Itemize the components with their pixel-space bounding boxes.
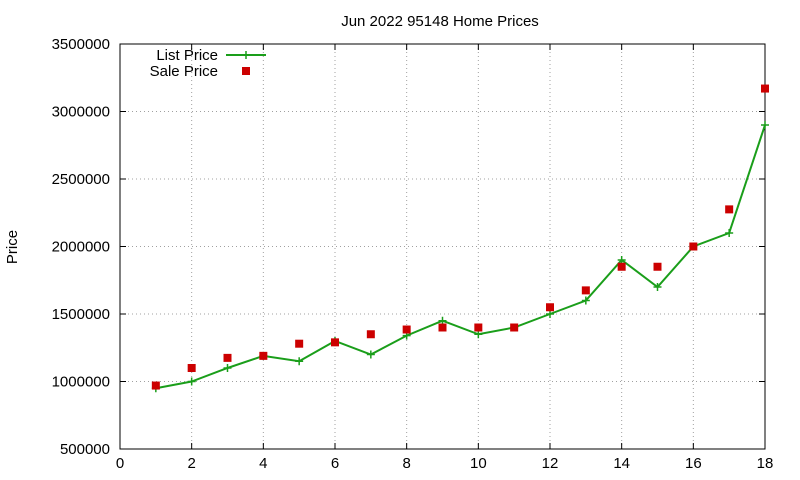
- data-point-list-price: [546, 310, 554, 318]
- data-point-list-price: [617, 256, 626, 264]
- y-axis-label: Price: [4, 230, 21, 264]
- series-list-price: [151, 121, 769, 393]
- y-tick-label: 2000000: [52, 239, 110, 256]
- series-line-list-price: [155, 124, 766, 390]
- grid: [120, 44, 765, 449]
- series-sale-price: [151, 84, 769, 390]
- x-tick-label: 18: [757, 455, 774, 472]
- legend-label: Sale Price: [150, 63, 218, 80]
- data-point-list-price: [366, 350, 375, 359]
- ticks: 0 2 4 6 8 10 12 14 16 18 500000 1000000 1500000 20000…: [52, 36, 774, 472]
- y-tick-label: 3500000: [52, 36, 110, 53]
- data-point-list-price: [761, 121, 769, 129]
- legend-marker: [242, 51, 250, 59]
- data-point-list-price: [187, 377, 196, 386]
- data-point-sale-price: [510, 323, 519, 332]
- data-point-sale-price: [546, 303, 554, 312]
- x-tick-label: 14: [613, 455, 630, 472]
- data-point-sale-price: [366, 330, 375, 339]
- data-point-sale-price: [295, 339, 304, 348]
- y-tick-label: 1000000: [52, 374, 110, 391]
- data-point-list-price: [223, 364, 232, 372]
- legend-label: List Price: [156, 47, 218, 64]
- series-layer: [151, 84, 769, 393]
- data-point-sale-price: [223, 353, 232, 362]
- chart-title: Jun 2022 95148 Home Prices: [341, 13, 539, 30]
- data-point-list-price: [438, 316, 447, 325]
- y-tick-label: 2500000: [52, 171, 110, 188]
- data-point-list-price: [725, 229, 734, 237]
- data-point-sale-price: [653, 262, 662, 271]
- x-tick-label: 12: [542, 455, 559, 472]
- data-point-sale-price: [438, 323, 447, 332]
- data-point-sale-price: [581, 286, 590, 295]
- data-point-sale-price: [725, 205, 734, 214]
- y-tick-label: 3000000: [52, 104, 110, 121]
- data-point-list-price: [474, 330, 483, 339]
- x-tick-label: 0: [116, 455, 124, 472]
- data-point-sale-price: [151, 381, 160, 390]
- data-point-sale-price: [474, 323, 483, 332]
- data-point-sale-price: [187, 364, 196, 372]
- data-point-sale-price: [761, 84, 769, 93]
- x-tick-label: 6: [331, 455, 339, 472]
- data-point-sale-price: [331, 338, 339, 347]
- legend-marker: [242, 67, 250, 75]
- x-tick-label: 10: [470, 455, 487, 472]
- data-point-sale-price: [259, 351, 268, 360]
- data-point-list-price: [581, 296, 590, 305]
- x-tick-label: 8: [402, 455, 410, 472]
- legend-item-sale-price: Sale Price: [150, 63, 250, 80]
- y-tick-label: 1500000: [52, 306, 110, 323]
- y-tick-label: 500000: [60, 441, 110, 458]
- data-point-sale-price: [689, 242, 698, 251]
- data-point-sale-price: [617, 262, 626, 271]
- x-tick-label: 16: [685, 455, 702, 472]
- data-point-sale-price: [402, 325, 411, 334]
- x-tick-label: 4: [259, 455, 267, 472]
- legend-item-list-price: List Price: [156, 47, 266, 64]
- x-tick-label: 2: [187, 455, 195, 472]
- data-point-list-price: [295, 357, 304, 366]
- data-point-list-price: [653, 283, 662, 291]
